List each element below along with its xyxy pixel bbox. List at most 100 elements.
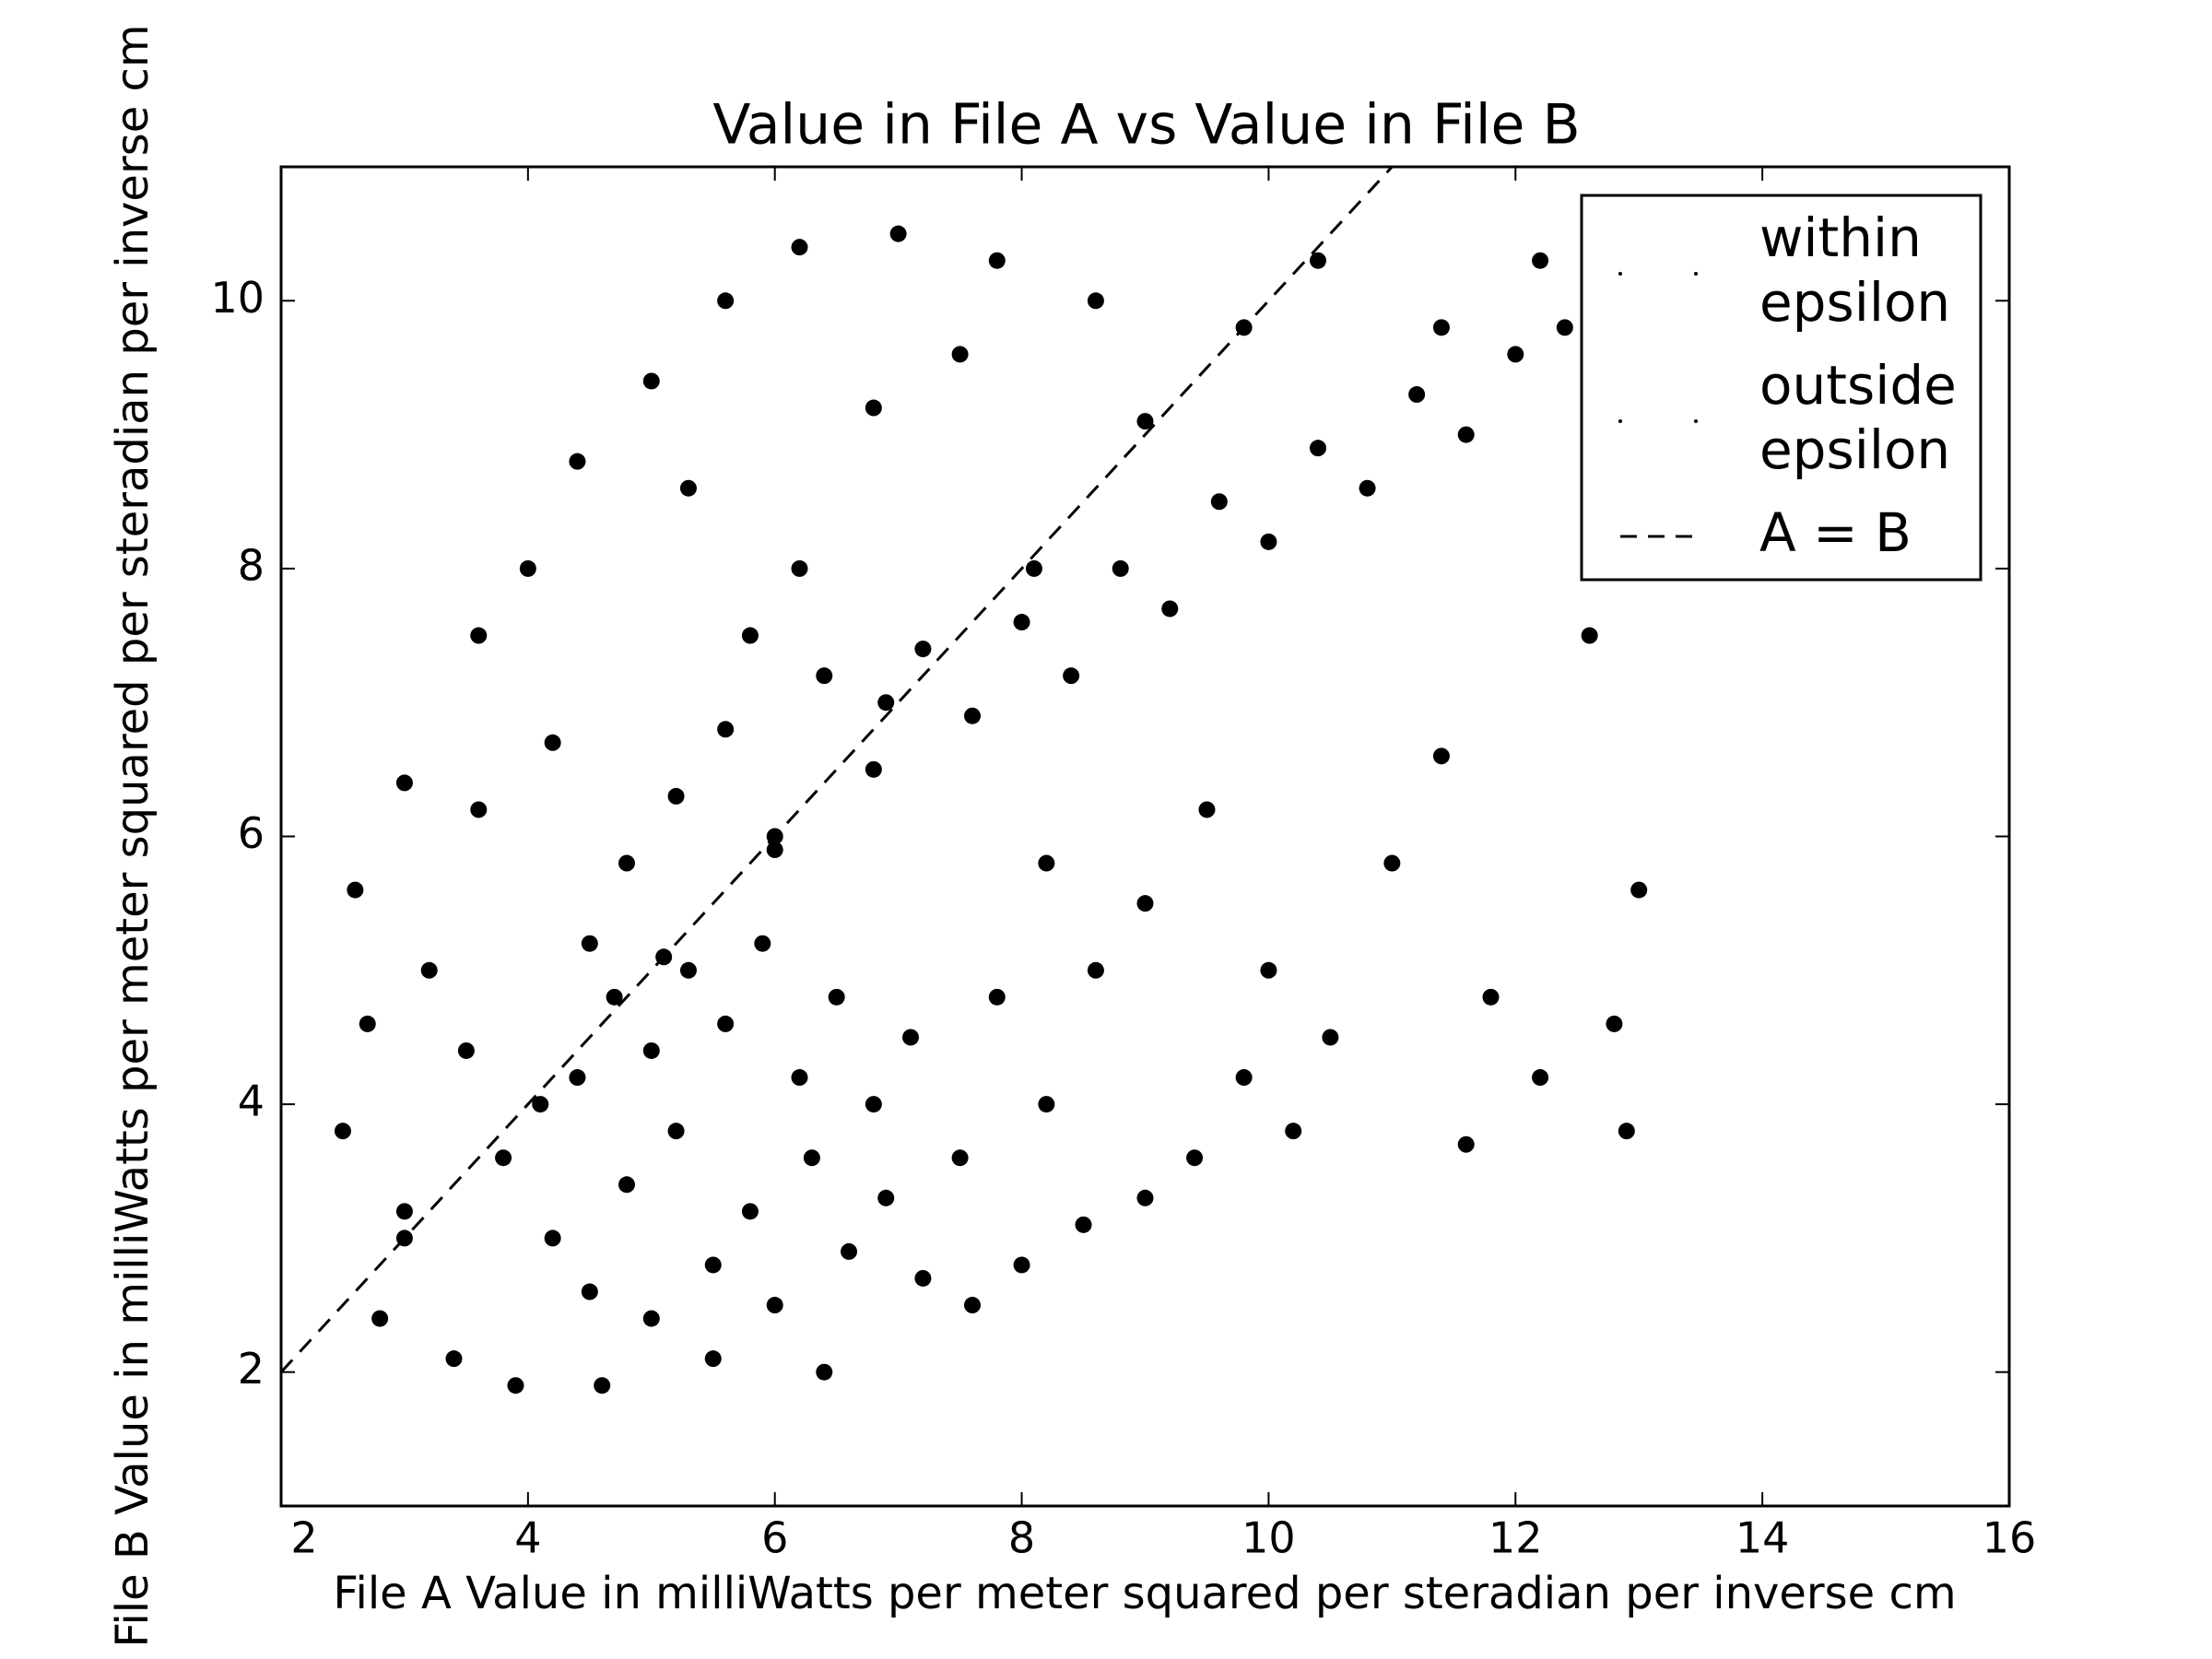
scatter-point [1038, 1096, 1055, 1113]
scatter-point [717, 1015, 735, 1032]
scatter-point [1618, 1123, 1635, 1140]
scatter-point [507, 1377, 524, 1394]
scatter-point [1532, 252, 1549, 269]
legend-marker [1618, 272, 1622, 276]
scatter-point [841, 1242, 858, 1260]
scatter-point [1532, 1069, 1549, 1087]
scatter-point [1322, 1029, 1339, 1046]
scatter-point [766, 1297, 783, 1314]
scatter-point [791, 239, 808, 256]
scatter-point [865, 1096, 882, 1113]
scatter-point [679, 479, 697, 497]
scatter-point [1013, 614, 1030, 631]
scatter-point [1432, 747, 1450, 765]
x-tick-label: 14 [1735, 1513, 1790, 1563]
scatter-point [1482, 988, 1500, 1006]
scatter-point [1087, 292, 1104, 310]
scatter-point [679, 961, 697, 979]
scatter-point [741, 1203, 759, 1220]
scatter-point [642, 372, 660, 390]
scatter-point [951, 346, 969, 363]
scatter-point [1581, 627, 1598, 644]
scatter-point [1186, 1149, 1204, 1167]
y-axis-label: File B Value in milliWatts per meter squ… [107, 24, 159, 1647]
y-tick-label: 2 [238, 1344, 265, 1394]
scatter-point [741, 627, 759, 644]
scatter-point [791, 559, 808, 577]
scatter-point [988, 988, 1006, 1006]
scatter-point [816, 1363, 833, 1381]
scatter-point [1038, 854, 1055, 872]
scatter-point [865, 399, 882, 417]
scatter-point [889, 225, 907, 242]
scatter-point [470, 627, 488, 644]
legend-label-line: epsilon [1759, 418, 1950, 481]
scatter-point [581, 935, 598, 952]
scatter-point [704, 1256, 722, 1274]
scatter-point [803, 1149, 820, 1167]
scatter-point [347, 881, 364, 899]
scatter-point [359, 1015, 376, 1032]
scatter-point [1310, 440, 1326, 457]
scatter-point [371, 1310, 389, 1327]
x-tick-label: 2 [290, 1513, 317, 1563]
legend-marker [1694, 272, 1698, 276]
scatter-point [544, 734, 561, 751]
scatter-point [902, 1029, 920, 1046]
legend-label: within epsilon [1759, 206, 1950, 334]
scatter-point [569, 1069, 586, 1087]
scatter-point [791, 1069, 808, 1087]
scatter-point [581, 1283, 598, 1300]
legend-label: outside epsilon [1759, 354, 1957, 481]
scatter-point [395, 774, 413, 792]
scatter-point [1260, 533, 1277, 550]
scatter-point [1457, 1135, 1475, 1153]
legend-label-line: within [1759, 206, 1922, 269]
x-tick-label: 4 [514, 1513, 541, 1563]
scatter-point [1075, 1216, 1092, 1233]
y-tick-label: 10 [210, 273, 265, 323]
scatter-point [420, 961, 438, 979]
scatter-point [754, 935, 771, 952]
legend-marker [1694, 419, 1698, 423]
scatter-point [642, 1310, 660, 1327]
scatter-point [606, 988, 623, 1006]
scatter-point [395, 1203, 413, 1220]
scatter-point [1260, 961, 1277, 979]
scatter-point [1630, 881, 1648, 899]
scatter-point [914, 641, 932, 658]
reference-line [281, 167, 1394, 1373]
scatter-point [667, 1123, 685, 1140]
legend-label-line: epsilon [1759, 271, 1950, 334]
scatter-point [1606, 1015, 1623, 1032]
scatter-point [717, 721, 735, 738]
scatter-point [1507, 346, 1524, 363]
scatter-point [1383, 854, 1401, 872]
legend-label-line: outside [1759, 354, 1957, 417]
scatter-point [667, 787, 685, 805]
scatter-point [704, 1350, 722, 1368]
scatter-point [1136, 413, 1154, 430]
scatter-point [1457, 426, 1475, 443]
scatter-point [495, 1149, 512, 1167]
x-tick-label: 8 [1008, 1513, 1035, 1563]
y-tick-label: 6 [238, 808, 265, 858]
x-tick-label: 10 [1241, 1513, 1296, 1563]
y-tick-label: 4 [238, 1077, 265, 1126]
scatter-point [877, 694, 895, 712]
scatter-point [1198, 801, 1216, 818]
scatter-point [457, 1041, 475, 1059]
x-tick-label: 12 [1488, 1513, 1543, 1563]
scatter-point [1087, 961, 1104, 979]
scatter-point [964, 707, 981, 724]
scatter-point [519, 559, 536, 577]
scatter-point [865, 760, 882, 778]
scatter-point [642, 1041, 660, 1059]
scatter-point [1025, 559, 1042, 577]
scatter-point [569, 453, 586, 470]
scatter-point [1310, 252, 1326, 269]
scatter-point [988, 252, 1006, 269]
scatter-point [877, 1189, 895, 1206]
